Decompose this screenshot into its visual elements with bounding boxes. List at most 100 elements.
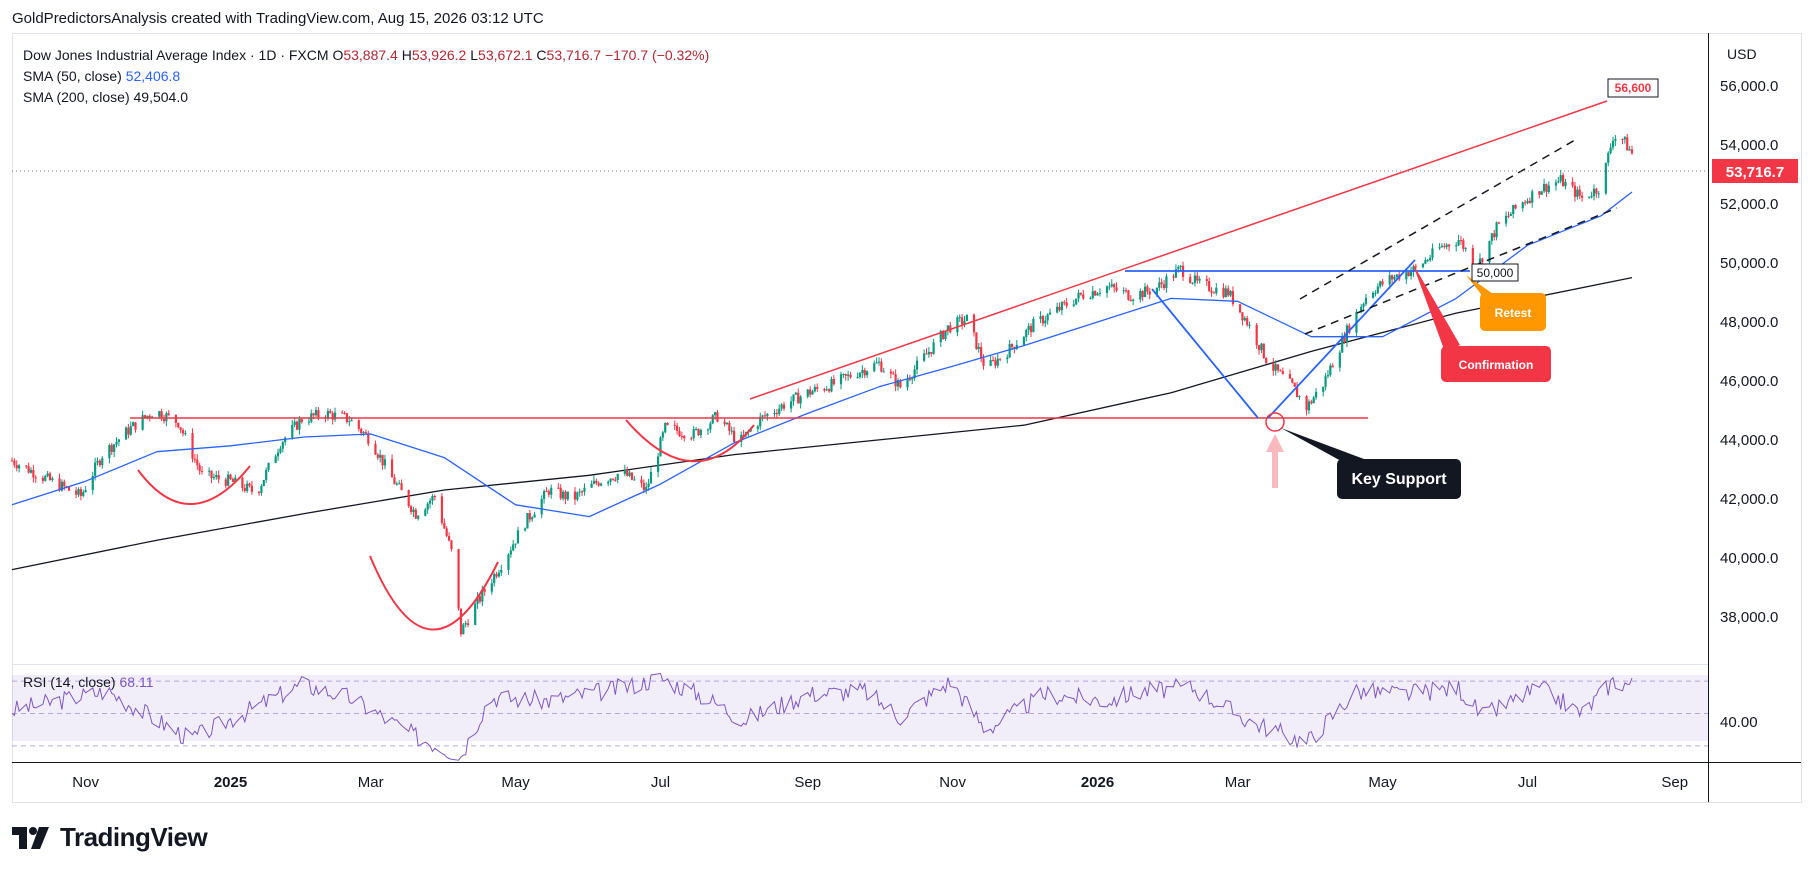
candle-body <box>980 346 983 359</box>
candle-body <box>493 574 496 584</box>
candle-body <box>1048 312 1052 315</box>
candle-body <box>1390 275 1394 280</box>
candle-body <box>697 428 700 436</box>
currency-button[interactable]: USD <box>1727 46 1757 62</box>
candle-body <box>1160 282 1163 285</box>
candle-body <box>1022 337 1025 345</box>
candle-body <box>234 477 237 482</box>
candle-body <box>523 528 527 531</box>
candle-body <box>1127 290 1130 300</box>
candle-body <box>1590 196 1593 198</box>
candle-body <box>896 380 900 387</box>
candle-body <box>1412 266 1415 272</box>
candle-body <box>46 473 49 477</box>
x-tick-label: 2026 <box>1081 774 1114 791</box>
candle-body <box>229 474 232 479</box>
neckline-label: 50,000 <box>1477 266 1514 280</box>
candle-body <box>298 419 301 430</box>
candle-body <box>1146 286 1149 292</box>
candle-body <box>1105 286 1109 293</box>
candle-body <box>716 412 719 422</box>
candle-body <box>395 483 398 485</box>
candle-body <box>96 460 99 463</box>
candle-body <box>1177 267 1180 270</box>
candle-body <box>799 396 802 404</box>
candle-body <box>1614 138 1617 141</box>
candle-body <box>1376 286 1379 293</box>
candle-body <box>1331 365 1334 368</box>
last-price-label-box <box>1712 159 1798 183</box>
rsi-label-text: RSI (14, close) <box>23 674 116 690</box>
candle-body <box>1215 287 1218 294</box>
y-tick-label: 54,000.0 <box>1720 137 1778 154</box>
candle-body <box>1115 287 1118 291</box>
candle-body <box>1322 386 1325 392</box>
resistance-trendline <box>749 100 1608 400</box>
candle-body <box>241 477 244 488</box>
candle-body <box>443 522 446 529</box>
candle-body <box>963 321 966 325</box>
candle-body <box>1291 378 1294 383</box>
candle-body <box>645 486 648 491</box>
candle-body <box>243 487 246 491</box>
candle-body <box>1044 320 1047 324</box>
sma50-legend[interactable]: SMA (50, close) 52,406.8 <box>23 66 709 87</box>
candle-body <box>374 443 377 455</box>
candle-body <box>730 430 733 432</box>
candle-body <box>775 412 778 414</box>
candle-body <box>823 388 826 391</box>
chart-credit: GoldPredictorsAnalysis created with Trad… <box>12 10 544 27</box>
candle-body <box>329 410 332 414</box>
instrument-name[interactable]: Dow Jones Industrial Average Index · 1D … <box>23 47 329 63</box>
sma50-label: SMA (50, close) <box>23 68 122 84</box>
candle-body <box>1222 287 1225 298</box>
retest-callout-box <box>1480 293 1546 331</box>
rsi-legend[interactable]: RSI (14, close) 68.11 <box>23 674 153 690</box>
resistance-label-box <box>1607 78 1659 98</box>
candle-body <box>1528 200 1531 203</box>
channel-lower <box>1304 207 1618 335</box>
candle-body <box>393 477 396 485</box>
candle-body <box>350 420 353 422</box>
candle-body <box>939 330 942 343</box>
candle-body <box>1438 247 1441 249</box>
candle-body <box>326 410 330 419</box>
candle-body <box>576 492 579 500</box>
candle-body <box>847 374 850 376</box>
candle-body <box>1545 183 1548 192</box>
candle-body <box>1457 240 1460 246</box>
tradingview-logo[interactable]: TradingView <box>12 822 208 853</box>
candle-body <box>476 596 479 604</box>
candle-body <box>364 432 368 434</box>
candle-body <box>376 454 379 458</box>
candle-body <box>1312 397 1315 404</box>
y-tick-label: 46,000.0 <box>1720 373 1778 390</box>
candle-body <box>977 346 980 349</box>
candle-body <box>666 422 669 425</box>
candle-body <box>733 430 736 442</box>
candle-body <box>1421 263 1425 268</box>
candle-body <box>533 514 536 518</box>
candle-body <box>398 483 401 485</box>
candle-body <box>1455 245 1458 247</box>
y-tick-label: 50,000.0 <box>1720 255 1778 272</box>
candle-body <box>1514 204 1517 209</box>
candle-body <box>84 490 87 492</box>
candle-body <box>1029 325 1033 333</box>
sma200-legend[interactable]: SMA (200, close) 49,504.0 <box>23 87 709 108</box>
candle-body <box>925 353 928 355</box>
candle-body <box>877 361 881 363</box>
candle-body <box>1447 244 1451 247</box>
candle-body <box>1326 375 1330 377</box>
candle-body <box>1148 291 1151 295</box>
candle-body <box>599 483 603 486</box>
candle-body <box>526 513 529 529</box>
candle-body <box>291 424 294 438</box>
candle-body <box>293 421 296 425</box>
candle-body <box>942 330 945 340</box>
candle-body <box>1543 183 1546 192</box>
candle-body <box>1459 240 1463 242</box>
candle-body <box>780 404 783 409</box>
candle-body <box>811 391 814 395</box>
